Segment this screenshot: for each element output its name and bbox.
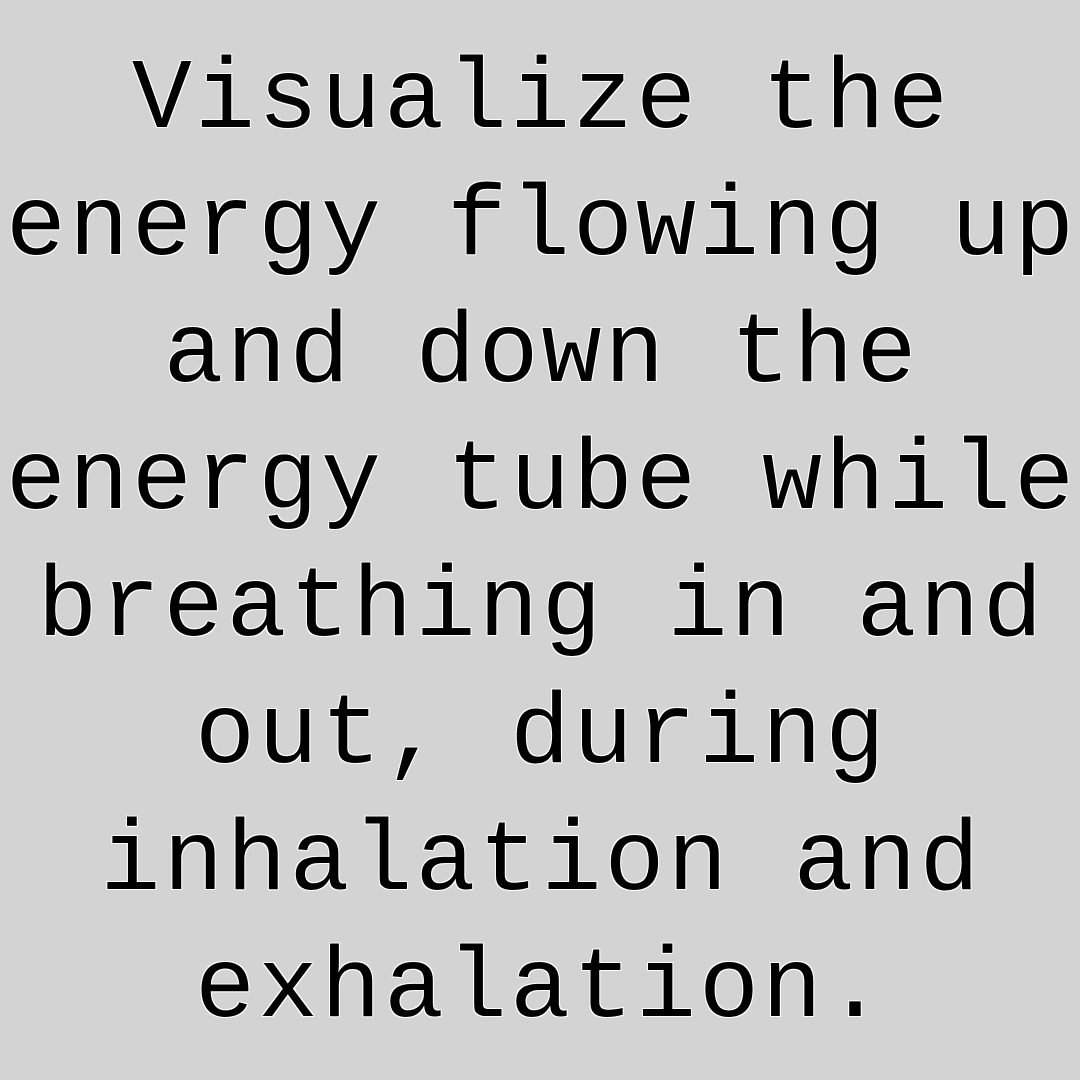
quote-text: Visualize the energy flowing up and down t…: [0, 38, 1080, 1054]
text-line: exhalation.: [194, 934, 889, 1047]
text-line: energy tube while: [5, 426, 1078, 539]
text-line: energy flowing up: [5, 172, 1078, 285]
text-line: and down the: [163, 299, 920, 412]
text-line: breathing in and: [37, 553, 1046, 666]
text-line: Visualize the: [131, 45, 952, 158]
text-line: inhalation and: [100, 807, 983, 920]
text-line: out, during: [194, 680, 889, 793]
